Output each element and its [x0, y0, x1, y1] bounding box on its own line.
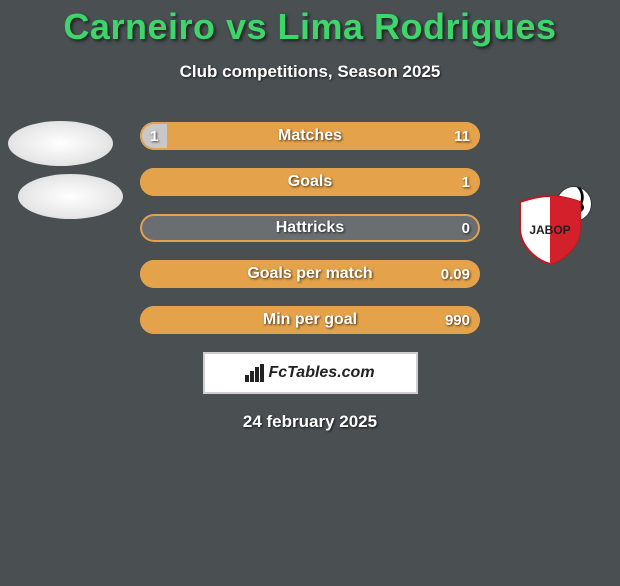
shield-icon: JABOP [514, 194, 586, 266]
stat-value-left: 1 [150, 122, 158, 150]
stat-value-right: 11 [454, 122, 470, 150]
footer-date: 24 february 2025 [0, 412, 620, 432]
stat-value-right: 0.09 [441, 260, 470, 288]
svg-text:JABOP: JABOP [529, 223, 570, 237]
team2-badge: JABOP [500, 184, 600, 269]
stat-row: Min per goal990 [140, 306, 480, 334]
stat-value-right: 1 [462, 168, 470, 196]
stat-label: Goals [140, 168, 480, 196]
page-subtitle: Club competitions, Season 2025 [0, 62, 620, 82]
brand-text: FcTables.com [268, 364, 374, 382]
player1-avatar-bottom [18, 174, 123, 219]
page-title: Carneiro vs Lima Rodrigues [0, 6, 620, 48]
stat-label: Min per goal [140, 306, 480, 334]
stat-row: Goals1 [140, 168, 480, 196]
stat-row: Matches111 [140, 122, 480, 150]
stat-label: Goals per match [140, 260, 480, 288]
bars-icon [245, 364, 265, 382]
stat-label: Hattricks [140, 214, 480, 242]
stat-row: Goals per match0.09 [140, 260, 480, 288]
stat-value-right: 0 [462, 214, 470, 242]
stat-row: Hattricks0 [140, 214, 480, 242]
stat-label: Matches [140, 122, 480, 150]
brand-box: FcTables.com [203, 352, 418, 394]
stat-value-right: 990 [445, 306, 470, 334]
player1-avatar-top [8, 121, 113, 166]
